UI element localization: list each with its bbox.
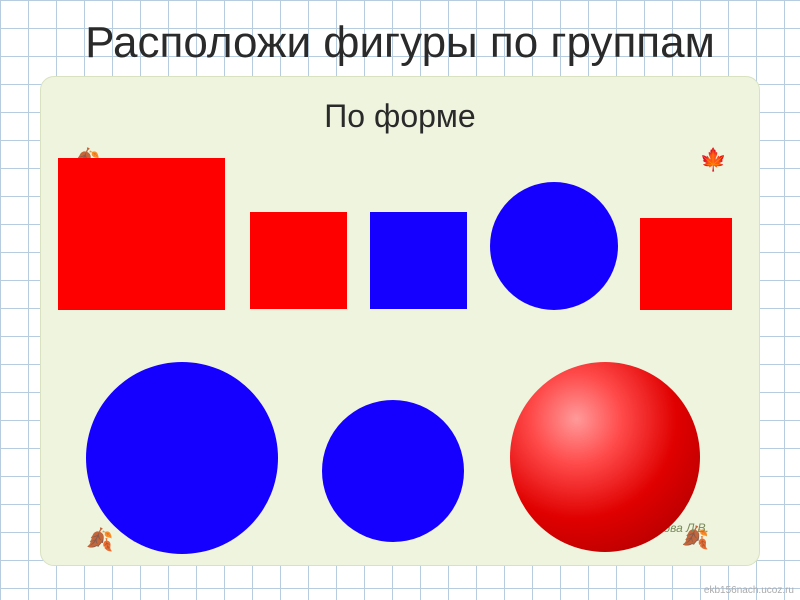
shape-circle-3[interactable] (490, 182, 618, 310)
shape-square-1[interactable] (250, 212, 347, 309)
shape-glossy-circle-7[interactable] (510, 362, 700, 552)
page-subtitle: По форме (0, 98, 800, 135)
watermark: ekb156nach.ucoz.ru (704, 585, 794, 596)
shape-square-2[interactable] (370, 212, 467, 309)
shape-square-4[interactable] (640, 218, 732, 310)
leaf-icon: 🍂 (86, 527, 113, 553)
leaf-icon: 🍁 (700, 147, 727, 173)
shape-circle-6[interactable] (322, 400, 464, 542)
shape-circle-5[interactable] (86, 362, 278, 554)
shape-square-0[interactable] (58, 158, 225, 310)
page-title: Расположи фигуры по группам (0, 18, 800, 68)
